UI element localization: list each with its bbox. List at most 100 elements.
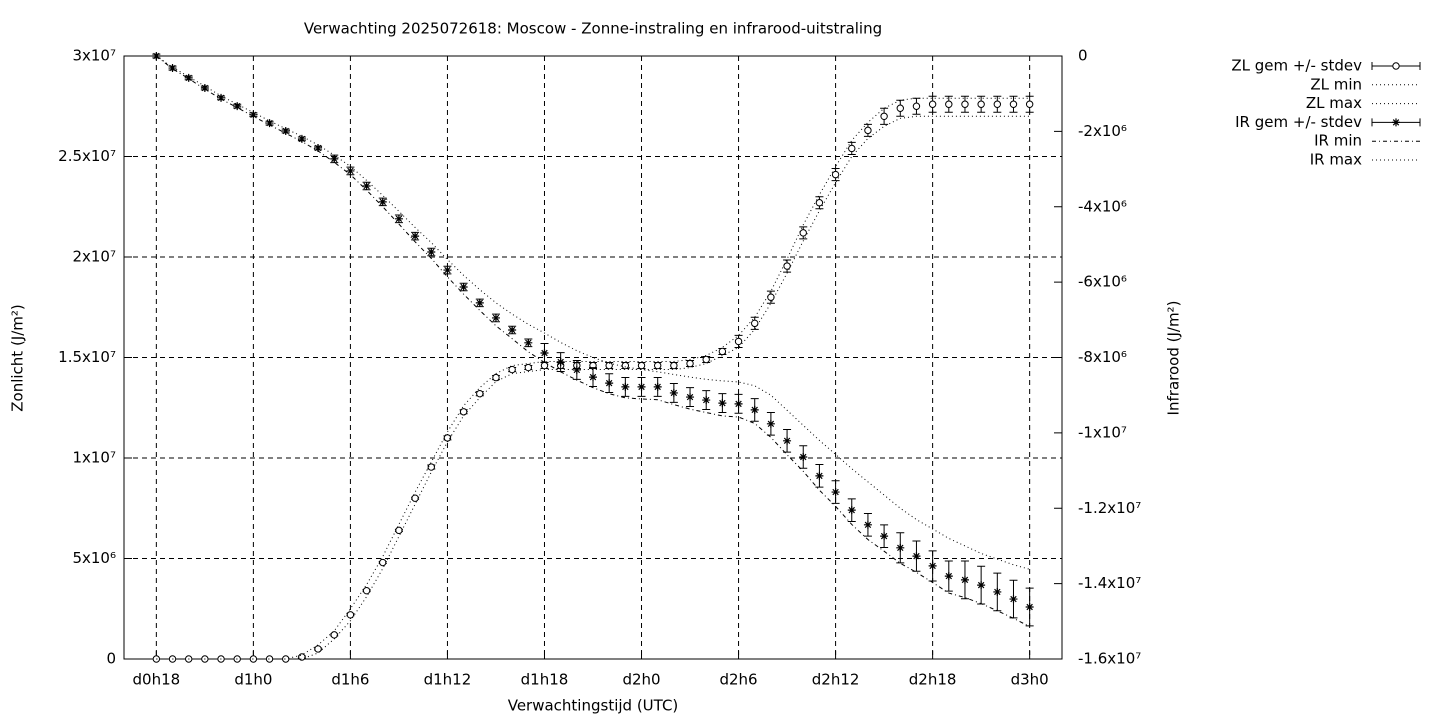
point bbox=[379, 558, 387, 567]
point bbox=[686, 393, 695, 402]
legend-marker bbox=[1392, 62, 1400, 70]
point bbox=[670, 361, 678, 370]
y-tick-label: 1x10⁷ bbox=[72, 449, 116, 467]
x-tick-label: d3h0 bbox=[1011, 671, 1049, 689]
point bbox=[476, 389, 484, 398]
point bbox=[200, 84, 209, 93]
point bbox=[783, 436, 792, 445]
point bbox=[864, 126, 872, 135]
plot-frame bbox=[123, 55, 1063, 660]
point bbox=[459, 283, 468, 292]
point bbox=[977, 581, 986, 590]
point bbox=[1009, 100, 1018, 108]
point bbox=[734, 399, 743, 408]
point bbox=[443, 266, 452, 275]
point bbox=[944, 572, 953, 581]
point bbox=[508, 325, 517, 334]
point bbox=[912, 102, 921, 110]
point bbox=[669, 388, 678, 397]
point bbox=[459, 408, 468, 416]
point bbox=[378, 197, 387, 206]
point bbox=[637, 361, 646, 370]
legend-label: ZL gem +/- stdev bbox=[1231, 57, 1362, 75]
point bbox=[217, 93, 226, 102]
point bbox=[734, 337, 743, 346]
x-tick-label: d0h18 bbox=[133, 671, 181, 689]
y-tick-label: 2.5x10⁷ bbox=[58, 147, 116, 165]
legend-label: ZL max bbox=[1306, 94, 1362, 112]
point bbox=[847, 506, 856, 515]
point bbox=[653, 382, 662, 391]
point bbox=[848, 144, 856, 153]
point bbox=[863, 520, 872, 529]
point bbox=[799, 452, 808, 461]
point bbox=[961, 100, 969, 108]
x-tick-label: d1h6 bbox=[331, 671, 369, 689]
point bbox=[427, 247, 436, 256]
point bbox=[540, 361, 549, 370]
point bbox=[475, 298, 484, 307]
point bbox=[702, 355, 710, 364]
point bbox=[281, 126, 290, 135]
y2-tick-label: 0 bbox=[1078, 47, 1088, 65]
point bbox=[362, 182, 371, 191]
point bbox=[249, 110, 258, 119]
point bbox=[330, 154, 339, 163]
point bbox=[394, 214, 403, 223]
point bbox=[508, 365, 516, 374]
point bbox=[492, 373, 500, 382]
legend-label: IR max bbox=[1310, 151, 1362, 169]
y-tick-label: 1.5x10⁷ bbox=[58, 348, 116, 366]
point bbox=[330, 631, 338, 639]
point bbox=[282, 655, 290, 663]
point bbox=[540, 348, 549, 357]
point bbox=[653, 361, 662, 370]
point bbox=[896, 104, 904, 112]
point bbox=[896, 543, 905, 552]
point bbox=[589, 373, 597, 382]
y2-tick-label: -2x10⁶ bbox=[1078, 122, 1127, 140]
y2-tick-label: -1.4x10⁷ bbox=[1078, 574, 1141, 592]
point bbox=[718, 347, 727, 356]
point bbox=[411, 232, 420, 241]
point bbox=[249, 655, 258, 663]
point bbox=[702, 396, 711, 405]
x-tick-label: d1h18 bbox=[521, 671, 569, 689]
point bbox=[556, 358, 565, 367]
point bbox=[799, 229, 807, 237]
legend-label: IR gem +/- stdev bbox=[1235, 113, 1362, 131]
point bbox=[718, 399, 727, 408]
point bbox=[783, 262, 791, 270]
point bbox=[524, 338, 533, 347]
point bbox=[912, 552, 921, 561]
legend-marker bbox=[1392, 118, 1400, 127]
point bbox=[265, 119, 274, 128]
point bbox=[945, 100, 953, 108]
x-tick-label: d1h12 bbox=[424, 671, 472, 689]
x-tick-label: d2h0 bbox=[622, 671, 660, 689]
point bbox=[184, 73, 193, 82]
legend-label: IR min bbox=[1314, 132, 1362, 150]
point bbox=[298, 653, 306, 661]
point bbox=[314, 143, 323, 152]
point bbox=[751, 319, 759, 328]
series-line bbox=[156, 55, 1030, 628]
x-tick-label: d1h0 bbox=[234, 671, 272, 689]
point bbox=[621, 361, 630, 370]
x-tick-label: d2h18 bbox=[909, 671, 957, 689]
point bbox=[880, 532, 889, 541]
point bbox=[427, 463, 435, 471]
point bbox=[346, 166, 355, 175]
point bbox=[265, 655, 274, 663]
y-tick-label: 0 bbox=[106, 650, 116, 668]
point bbox=[1025, 602, 1034, 611]
chart-title: Verwachting 2025072618: Moscow - Zonne-i… bbox=[304, 20, 882, 38]
point bbox=[686, 359, 694, 368]
y2-tick-label: -1.6x10⁷ bbox=[1078, 650, 1141, 668]
point bbox=[362, 586, 371, 595]
y-axis-label: Zonlicht (J/m²) bbox=[9, 304, 27, 412]
point bbox=[993, 100, 1002, 108]
point bbox=[605, 379, 614, 388]
point bbox=[750, 405, 759, 414]
